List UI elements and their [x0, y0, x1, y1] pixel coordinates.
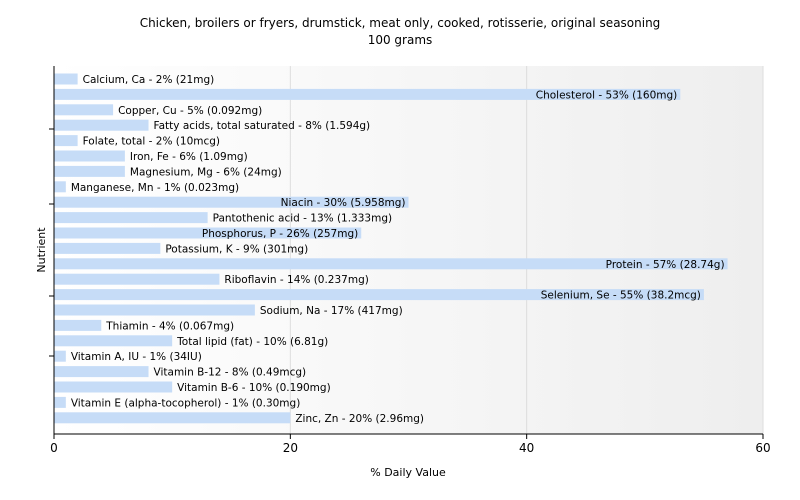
axes-group: 0 20 40 60	[49, 66, 771, 455]
bar-label-21: Vitamin E (alpha-tocopherol) - 1% (0.30m…	[71, 397, 300, 409]
bar-7	[54, 181, 66, 193]
bar-label-18: Vitamin A, IU - 1% (34IU)	[71, 351, 202, 363]
bar-label-16: Thiamin - 4% (0.067mg)	[105, 320, 234, 332]
bar-12	[54, 258, 728, 270]
bar-4	[54, 135, 78, 147]
bar-2	[54, 104, 114, 116]
x-tick-label-0: 0	[50, 441, 58, 455]
bar-15	[54, 304, 255, 316]
bar-18	[54, 350, 66, 362]
x-tick-label-40: 40	[519, 441, 534, 455]
bar-label-9: Pantothenic acid - 13% (1.333mg)	[213, 213, 392, 225]
bar-20	[54, 381, 173, 393]
bar-17	[54, 335, 173, 347]
bar-label-11: Potassium, K - 9% (301mg)	[165, 243, 308, 255]
bar-11	[54, 242, 161, 254]
x-tick-label-20: 20	[283, 441, 298, 455]
bar-label-8: Niacin - 30% (5.958mg)	[281, 197, 406, 209]
bar-label-13: Riboflavin - 14% (0.237mg)	[224, 274, 368, 286]
bar-label-22: Zinc, Zn - 20% (2.96mg)	[295, 413, 424, 425]
bar-label-4: Folate, total - 2% (10mcg)	[83, 136, 220, 148]
bar-19	[54, 366, 149, 378]
bar-label-2: Copper, Cu - 5% (0.092mg)	[118, 105, 262, 117]
bar-8	[54, 196, 409, 208]
bar-14	[54, 289, 704, 301]
plot-area	[54, 66, 763, 434]
bar-10	[54, 227, 362, 239]
bar-label-14: Selenium, Se - 55% (38.2mcg)	[541, 290, 701, 302]
bar-21	[54, 396, 66, 408]
bar-label-20: Vitamin B-6 - 10% (0.190mg)	[177, 382, 331, 394]
bar-3	[54, 119, 149, 131]
bar-label-7: Manganese, Mn - 1% (0.023mg)	[71, 182, 239, 194]
bar-label-10: Phosphorus, P - 26% (257mg)	[202, 228, 358, 240]
bar-6	[54, 165, 125, 177]
bar-label-12: Protein - 57% (28.74g)	[606, 259, 725, 271]
bar-5	[54, 150, 125, 162]
bar-label-17: Total lipid (fat) - 10% (6.81g)	[176, 336, 328, 348]
chart-subtitle: 100 grams	[368, 33, 433, 47]
bar-16	[54, 319, 102, 331]
bar-13	[54, 273, 220, 285]
x-axis-title: % Daily Value	[370, 466, 446, 479]
bar-label-3: Fatty acids, total saturated - 8% (1.594…	[154, 120, 371, 132]
x-tick-label-60: 60	[755, 441, 770, 455]
y-axis-title: Nutrient	[35, 227, 48, 273]
bar-label-15: Sodium, Na - 17% (417mg)	[260, 305, 403, 317]
gridlines	[289, 66, 764, 434]
bar-label-1: Cholesterol - 53% (160mg)	[536, 89, 678, 101]
bars-group: Calcium, Ca - 2% (21mg) Cholesterol - 53%…	[54, 73, 728, 425]
bar-label-0: Calcium, Ca - 2% (21mg)	[83, 74, 215, 86]
bar-label-6: Magnesium, Mg - 6% (24mg)	[130, 166, 282, 178]
chart-title: Chicken, broilers or fryers, drumstick, …	[140, 16, 661, 30]
bar-label-19: Vitamin B-12 - 8% (0.49mcg)	[154, 367, 307, 379]
bar-1	[54, 88, 681, 100]
bar-label-5: Iron, Fe - 6% (1.09mg)	[130, 151, 248, 163]
bar-0	[54, 73, 78, 85]
bar-22	[54, 412, 291, 424]
bar-9	[54, 212, 208, 224]
